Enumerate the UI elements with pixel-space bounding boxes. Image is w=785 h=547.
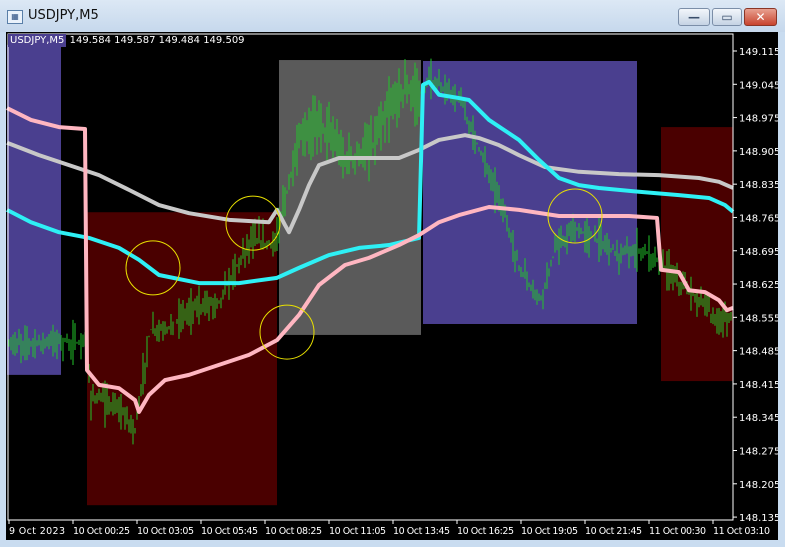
price-axis-label: 148.905 xyxy=(739,147,778,158)
price-axis-label: 148.765 xyxy=(739,213,778,224)
moving-average-line xyxy=(6,106,734,414)
chart-window-icon: ▦ xyxy=(7,10,23,24)
chart-info-label: USDJPY,M5 149.584 149.587 149.484 149.50… xyxy=(8,34,245,47)
minimize-icon: — xyxy=(688,10,700,24)
price-axis-label: 148.555 xyxy=(739,313,778,324)
time-axis-label: 10 Oct 08:25 xyxy=(265,526,322,537)
price-chart[interactable]: 149.115 149.045 148.975 148.905 148.835 148.7… xyxy=(6,32,778,540)
price-axis-label: 148.135 xyxy=(739,513,778,524)
session-box xyxy=(661,127,733,382)
symbol-label: USDJPY,M5 xyxy=(8,34,67,47)
window-title: USDJPY,M5 xyxy=(28,8,99,23)
time-axis-label: 10 Oct 21:45 xyxy=(585,526,642,537)
time-axis-label: 10 Oct 11:05 xyxy=(329,526,386,537)
price-axis-label: 148.275 xyxy=(739,447,778,458)
ohlc-values: 149.584 149.587 149.484 149.509 xyxy=(69,35,245,46)
time-axis-label: 11 Oct 00:30 xyxy=(649,526,706,537)
session-box xyxy=(423,60,637,324)
price-axis-label: 148.625 xyxy=(739,280,778,291)
price-axis-label: 148.415 xyxy=(739,380,778,391)
minimize-button[interactable]: — xyxy=(678,8,710,26)
time-axis-label: 10 Oct 03:05 xyxy=(137,526,194,537)
close-icon: ✕ xyxy=(755,10,766,24)
time-axis-label: 10 Oct 05:45 xyxy=(201,526,258,537)
time-axis-label: 10 Oct 13:45 xyxy=(393,526,450,537)
price-axis-label: 148.695 xyxy=(739,247,778,258)
time-axis-label: 10 Oct 00:25 xyxy=(73,526,130,537)
price-axis-label: 149.045 xyxy=(739,80,778,91)
session-box xyxy=(279,60,421,335)
window-titlebar[interactable]: ▦ USDJPY,M5 — ▭ ✕ xyxy=(0,0,785,32)
price-axis-label: 149.115 xyxy=(739,47,778,58)
price-axis-label: 148.485 xyxy=(739,347,778,358)
price-axis-label: 148.345 xyxy=(739,413,778,424)
session-box xyxy=(7,44,61,375)
price-axis-label: 148.975 xyxy=(739,114,778,125)
chart-area[interactable]: 149.115 149.045 148.975 148.905 148.835 148.7… xyxy=(6,32,778,540)
close-button[interactable]: ✕ xyxy=(744,8,777,26)
highlight-circle xyxy=(259,304,315,360)
time-axis-label: 10 Oct 16:25 xyxy=(457,526,514,537)
maximize-button[interactable]: ▭ xyxy=(712,8,742,26)
time-axis-label: 9 Oct 2023 xyxy=(9,526,65,537)
time-axis-label: 11 Oct 03:10 xyxy=(713,526,770,537)
highlight-circle xyxy=(547,188,603,244)
maximize-icon: ▭ xyxy=(721,10,733,24)
moving-average-line xyxy=(6,79,735,286)
price-axis-label: 148.205 xyxy=(739,480,778,491)
highlight-circle xyxy=(125,240,181,296)
moving-average-line xyxy=(6,133,734,235)
chart-frame xyxy=(7,33,734,521)
time-axis-label: 10 Oct 19:05 xyxy=(521,526,578,537)
highlight-circle xyxy=(225,195,281,251)
price-axis-label: 148.835 xyxy=(739,180,778,191)
